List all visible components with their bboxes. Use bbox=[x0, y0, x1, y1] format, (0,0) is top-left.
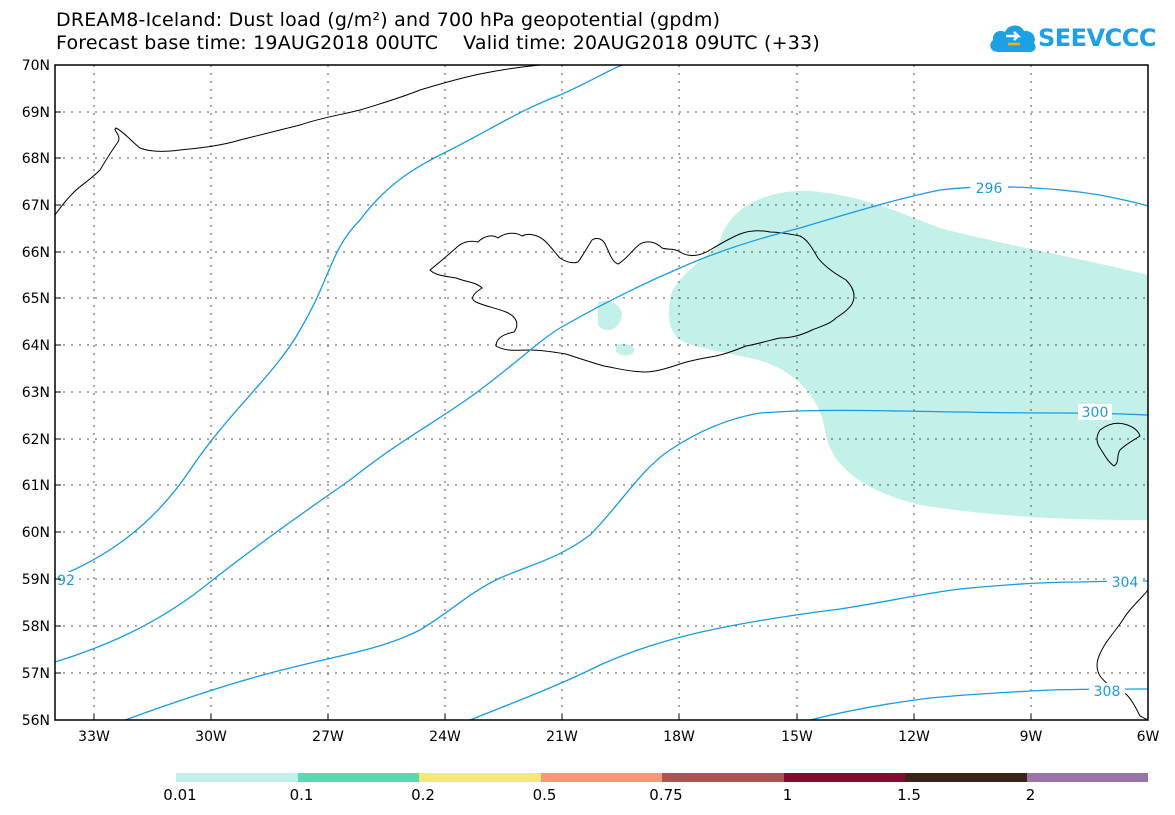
dust-patch bbox=[598, 300, 622, 331]
legend-label: 1 bbox=[782, 786, 793, 804]
faroe-coast bbox=[1096, 422, 1141, 467]
grid-lines bbox=[55, 65, 1148, 720]
contour-label-300: 300 bbox=[1082, 405, 1109, 421]
lon-label: 6W bbox=[1137, 729, 1160, 745]
contour-label-296: 296 bbox=[976, 181, 1003, 197]
contour-300 bbox=[124, 409, 1149, 721]
lat-label: 63N bbox=[22, 385, 50, 401]
color-legend bbox=[176, 773, 1148, 782]
lon-label: 12W bbox=[898, 729, 930, 745]
lat-label: 62N bbox=[22, 432, 50, 448]
lat-label: 56N bbox=[22, 713, 50, 729]
latitude-labels: 70N 69N 68N 67N 66N 65N 64N 63N 62N 61N … bbox=[22, 58, 50, 729]
lon-label: 9W bbox=[1020, 729, 1043, 745]
legend-swatch bbox=[783, 773, 905, 782]
legend-label: 0.01 bbox=[163, 786, 197, 804]
longitude-labels: 33W 30W 27W 24W 21W 18W 15W 12W 9W 6W bbox=[78, 729, 1159, 745]
dust-patch bbox=[616, 343, 635, 356]
legend-label: 0.5 bbox=[532, 786, 557, 804]
contour-label-292: 92 bbox=[57, 573, 75, 589]
contour-304 bbox=[469, 580, 1149, 721]
legend-swatch bbox=[540, 773, 662, 782]
legend-label: 0.2 bbox=[411, 786, 435, 804]
lat-label: 70N bbox=[22, 58, 50, 74]
iceland-coast bbox=[429, 230, 855, 373]
lon-label: 30W bbox=[195, 729, 227, 745]
lon-label: 24W bbox=[429, 729, 461, 745]
cloud-icon bbox=[990, 25, 1036, 53]
lon-label: 33W bbox=[78, 729, 110, 745]
lat-label: 57N bbox=[22, 666, 50, 682]
contour-label-308: 308 bbox=[1094, 684, 1121, 700]
lat-label: 67N bbox=[22, 198, 50, 214]
lat-label: 60N bbox=[22, 525, 50, 541]
legend-swatch bbox=[176, 773, 298, 782]
lon-label: 18W bbox=[663, 729, 695, 745]
legend-swatch bbox=[297, 773, 419, 782]
greenland-coast bbox=[54, 64, 541, 216]
legend-swatch bbox=[662, 773, 784, 782]
forecast-times: Forecast base time: 19AUG2018 00UTC Vali… bbox=[56, 32, 820, 54]
lat-label: 64N bbox=[22, 338, 50, 354]
contour-292 bbox=[54, 64, 623, 579]
lon-label: 21W bbox=[546, 729, 578, 745]
contour-label-304: 304 bbox=[1112, 575, 1139, 591]
coastlines bbox=[54, 64, 1149, 721]
lat-label: 59N bbox=[22, 572, 50, 588]
tick-marks bbox=[55, 111, 1032, 720]
legend-label: 2 bbox=[1025, 786, 1036, 804]
lat-label: 69N bbox=[22, 105, 50, 121]
geopotential-contours bbox=[54, 64, 1149, 721]
legend-swatch bbox=[1026, 773, 1148, 782]
lat-label: 61N bbox=[22, 478, 50, 494]
lon-label: 27W bbox=[312, 729, 344, 745]
legend-label: 0.1 bbox=[289, 786, 314, 804]
lat-label: 68N bbox=[22, 151, 50, 167]
lon-label: 15W bbox=[781, 729, 813, 745]
lat-label: 58N bbox=[22, 619, 50, 635]
logo-text: SEEVCCC bbox=[1038, 24, 1157, 52]
legend-label: 0.75 bbox=[649, 786, 683, 804]
dust-area bbox=[668, 190, 1148, 520]
lat-label: 65N bbox=[22, 291, 50, 307]
legend-swatch bbox=[419, 773, 541, 782]
scotland-coast bbox=[1096, 589, 1149, 721]
legend-label: 1.5 bbox=[897, 786, 921, 804]
map-title: DREAM8-Iceland: Dust load (g/m²) and 700… bbox=[56, 9, 721, 31]
seevccc-logo: SEEVCCC bbox=[988, 18, 1157, 60]
lat-label: 66N bbox=[22, 245, 50, 261]
legend-swatch bbox=[905, 773, 1027, 782]
contour-labels: 296 300 304 308 92 bbox=[56, 180, 1143, 700]
